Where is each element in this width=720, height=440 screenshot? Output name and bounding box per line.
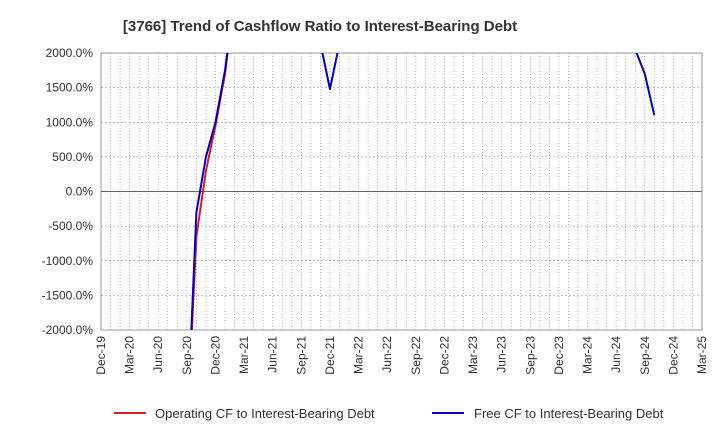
y-tick-label: -2000.0%: [42, 323, 94, 337]
y-tick-label: 0.0%: [66, 185, 94, 199]
x-tick-label: Dec-19: [94, 336, 108, 375]
x-tick-label: Mar-20: [123, 336, 137, 374]
x-tick-label: Jun-24: [609, 336, 623, 373]
x-tick-label: Mar-24: [581, 336, 595, 374]
x-tick-label: Jun-21: [266, 336, 280, 373]
x-tick-label: Jun-22: [380, 336, 394, 373]
chart-title: [3766] Trend of Cashflow Ratio to Intere…: [123, 18, 517, 35]
series-line-free-cf: [190, 53, 656, 330]
x-tick-label: Dec-21: [323, 336, 337, 375]
y-tick-label: 1500.0%: [46, 81, 94, 95]
x-tick-label: Dec-24: [666, 336, 680, 375]
legend-item-free-cf: Free CF to Interest-Bearing Debt: [432, 406, 664, 421]
legend: Operating CF to Interest-Bearing Debt Fr…: [114, 406, 664, 421]
x-tick-label: Sep-21: [294, 336, 308, 375]
series-layer: [190, 53, 656, 330]
y-tick-label: -1000.0%: [42, 254, 94, 268]
x-tick-label: Jun-20: [151, 336, 165, 373]
y-tick-label: -500.0%: [48, 219, 93, 233]
x-tick-label: Sep-24: [638, 336, 652, 375]
y-tick-label: 500.0%: [52, 150, 93, 164]
y-tick-label: 1000.0%: [46, 115, 94, 129]
legend-item-operating-cf: Operating CF to Interest-Bearing Debt: [114, 406, 375, 421]
x-tick-label: Sep-23: [523, 336, 537, 375]
y-axis-tick-labels: 2000.0% 1500.0% 1000.0% 500.0% 0.0% -500.0% -1…: [42, 46, 94, 337]
grid: [101, 53, 702, 330]
y-tick-label: -1500.0%: [42, 288, 94, 302]
legend-label-operating-cf: Operating CF to Interest-Bearing Debt: [155, 406, 375, 421]
x-tick-label: Dec-22: [437, 336, 451, 375]
x-tick-label: Dec-23: [552, 336, 566, 375]
x-tick-label: Mar-23: [466, 336, 480, 374]
x-axis-tick-labels: Dec-19 Mar-20 Jun-20 Sep-20 Dec-20 Mar-21 Jun-…: [94, 336, 709, 375]
legend-label-free-cf: Free CF to Interest-Bearing Debt: [474, 406, 664, 421]
x-tick-label: Dec-20: [208, 336, 222, 375]
y-tick-label: 2000.0%: [46, 46, 94, 60]
x-tick-label: Jun-23: [495, 336, 509, 373]
x-tick-label: Mar-22: [352, 336, 366, 374]
x-tick-label: Mar-21: [237, 336, 251, 374]
x-tick-label: Sep-22: [409, 336, 423, 375]
x-tick-label: Mar-25: [695, 336, 709, 374]
x-tick-label: Sep-20: [180, 336, 194, 375]
